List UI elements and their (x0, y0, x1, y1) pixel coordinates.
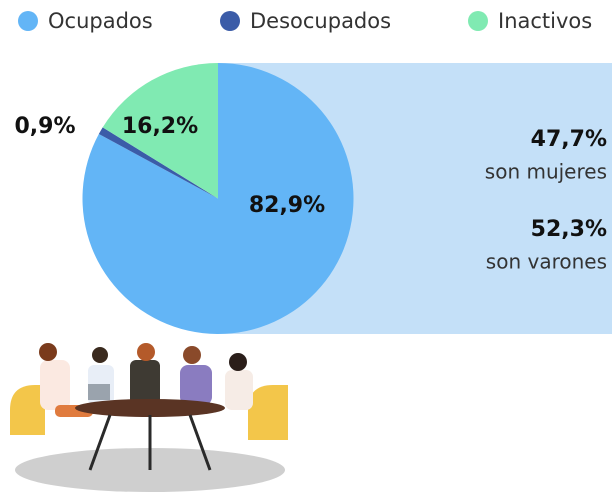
legend-marker (220, 11, 240, 31)
annotation-text: son varones (486, 250, 607, 274)
pie-slice (82, 63, 354, 335)
pie-slice (102, 63, 218, 199)
illustration (10, 343, 288, 492)
slice-label: 16,2% (122, 114, 198, 139)
annotation-value: 47,7% (531, 127, 607, 152)
pie-slice (98, 127, 218, 199)
legend-marker (18, 11, 38, 31)
legend-marker (468, 11, 488, 31)
annotation-text: son mujeres (485, 160, 607, 184)
legend-label: Inactivos (498, 9, 592, 33)
annotation-value: 52,3% (531, 217, 607, 242)
slice-label: 0,9% (14, 114, 75, 139)
slice-label: 82,9% (249, 193, 325, 218)
legend-label: Ocupados (48, 9, 153, 33)
legend-label: Desocupados (250, 9, 391, 33)
